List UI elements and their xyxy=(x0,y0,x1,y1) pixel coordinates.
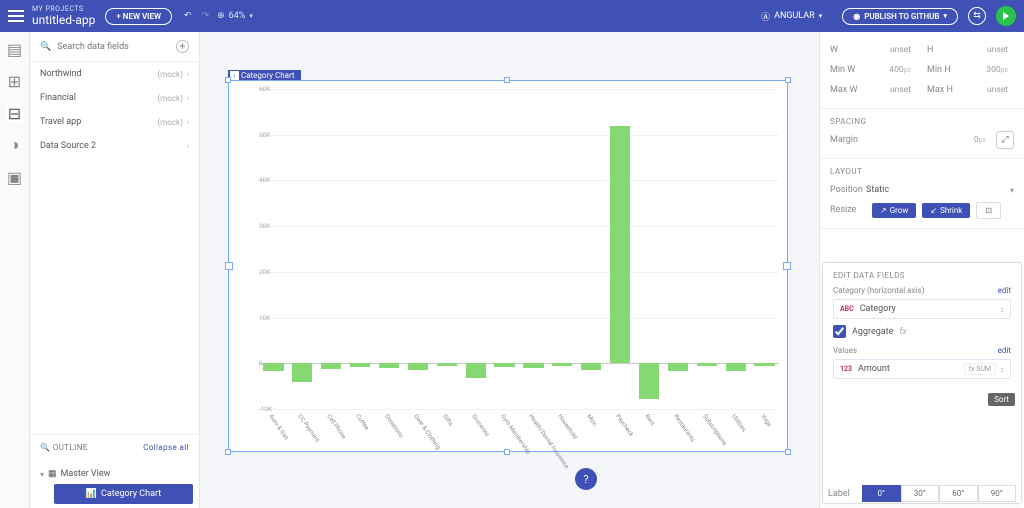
chevron-down-icon: ▾ xyxy=(819,12,823,20)
grow-button[interactable]: ↗ Grow xyxy=(872,203,916,218)
bar xyxy=(523,363,543,368)
parent-icon[interactable]: ↑ xyxy=(230,71,239,80)
bar xyxy=(466,363,486,378)
chart-icon: 📊 xyxy=(86,489,97,499)
zoom-icon: ⊕ xyxy=(217,11,225,21)
bar xyxy=(610,126,630,364)
rail-data-icon[interactable]: ⊟ xyxy=(6,104,24,122)
chevron-down-icon: ▾ xyxy=(1010,186,1014,195)
chart-component[interactable]: -10K010K20K30K40K50K60KAuto & GasCC Paym… xyxy=(228,80,788,452)
share-icon[interactable]: ⇆ xyxy=(968,7,986,25)
category-field[interactable]: ABC Category ↕ xyxy=(833,299,1011,319)
bar xyxy=(639,363,659,399)
framework-selector[interactable]: Ⓐ ANGULAR ▾ xyxy=(761,10,822,23)
help-button[interactable]: ? xyxy=(575,468,597,490)
margin-expand-icon[interactable]: ⤢ xyxy=(996,131,1014,149)
values-label: Values xyxy=(833,346,857,355)
rail-assets-icon[interactable]: ▣ xyxy=(6,168,24,186)
bar xyxy=(726,363,746,370)
chevron-down-icon: ▾ xyxy=(40,470,44,479)
chevron-down-icon: ▾ xyxy=(249,12,253,20)
spacing-title: SPACING xyxy=(830,117,1014,126)
bar xyxy=(697,363,717,366)
bar xyxy=(494,363,514,367)
rotation-button[interactable]: 60° xyxy=(939,485,978,502)
chevron-right-icon: › xyxy=(187,118,189,126)
bar xyxy=(379,363,399,368)
sort-icon[interactable]: ↕ xyxy=(1000,365,1004,374)
margin-label: Margin xyxy=(830,135,866,145)
layout-title: LAYOUT xyxy=(830,167,1014,176)
chevron-right-icon: › xyxy=(187,70,189,78)
search-input[interactable] xyxy=(57,42,176,52)
bar xyxy=(408,363,428,370)
category-axis-label: Category (horizontal axis) xyxy=(833,286,924,295)
bar xyxy=(552,363,572,366)
app-name: untitled-app xyxy=(32,13,95,27)
datasource-item[interactable]: Data Source 2› xyxy=(30,134,199,158)
datasource-item[interactable]: Northwind(mock)› xyxy=(30,62,199,86)
resize-label: Resize xyxy=(830,205,866,215)
chevron-down-icon: ▾ xyxy=(943,12,947,20)
publish-button[interactable]: ◉ PUBLISH TO GITHUB ▾ xyxy=(842,8,958,25)
edit-data-fields-panel: EDIT DATA FIELDS Category (horizontal ax… xyxy=(822,262,1022,504)
edit-category-link[interactable]: edit xyxy=(998,286,1011,295)
position-select[interactable]: Static xyxy=(866,185,1010,195)
fx-sum-badge[interactable]: fx SUM xyxy=(964,363,996,375)
position-label: Position xyxy=(830,185,866,195)
resize-more-button[interactable]: ⊡ xyxy=(976,202,1001,219)
bar xyxy=(321,363,341,368)
github-icon: ◉ xyxy=(853,12,860,21)
zoom-value: 64% xyxy=(229,11,246,21)
outline-icon: 🔍 xyxy=(40,443,50,452)
search-icon: 🔍 xyxy=(40,42,51,52)
shrink-button[interactable]: ↙ Shrink xyxy=(922,203,970,218)
sort-icon[interactable]: ↕ xyxy=(1000,305,1004,314)
bar xyxy=(437,363,457,366)
rail-views-icon[interactable]: ▤ xyxy=(6,40,24,58)
edit-values-link[interactable]: edit xyxy=(998,346,1011,355)
outline-label: OUTLINE xyxy=(53,443,88,452)
tree-root[interactable]: ▾ ▦ Master View xyxy=(36,464,193,484)
view-icon: ▦ xyxy=(48,469,57,479)
edit-fields-title: EDIT DATA FIELDS xyxy=(833,271,1011,280)
tree-selected[interactable]: 📊 Category Chart xyxy=(54,484,193,504)
rotation-button[interactable]: 90° xyxy=(978,485,1017,502)
bar xyxy=(292,363,312,382)
rotation-button[interactable]: 30° xyxy=(901,485,940,502)
menu-icon[interactable] xyxy=(8,8,24,24)
aggregate-label: Aggregate xyxy=(852,327,893,337)
bar xyxy=(263,363,283,370)
rotation-label: Label xyxy=(828,489,858,499)
chevron-right-icon: › xyxy=(187,142,189,150)
run-button[interactable] xyxy=(996,6,1016,26)
undo-icon[interactable]: ↶ xyxy=(184,11,192,21)
bar xyxy=(581,363,601,369)
collapse-all-link[interactable]: Collapse all xyxy=(143,443,189,452)
new-view-button[interactable]: + NEW VIEW xyxy=(105,8,172,25)
redo-icon[interactable]: ↷ xyxy=(202,11,210,21)
aggregate-checkbox[interactable] xyxy=(833,325,846,338)
values-field[interactable]: 123 Amount fx SUM ↕ xyxy=(833,359,1011,379)
chevron-right-icon: › xyxy=(187,94,189,102)
datasource-item[interactable]: Financial(mock)› xyxy=(30,86,199,110)
rail-components-icon[interactable]: ⊞ xyxy=(6,72,24,90)
zoom-control[interactable]: ⊕ 64% ▾ xyxy=(217,11,253,21)
project-title[interactable]: MY PROJECTS untitled-app xyxy=(32,5,95,27)
rail-theme-icon[interactable]: ◑ xyxy=(6,136,24,154)
angular-icon: Ⓐ xyxy=(761,10,770,23)
datasource-item[interactable]: Travel app(mock)› xyxy=(30,110,199,134)
bar xyxy=(350,363,370,367)
sort-tooltip: Sort xyxy=(988,393,1015,406)
project-label: MY PROJECTS xyxy=(32,5,95,13)
framework-label: ANGULAR xyxy=(774,11,815,21)
rotation-button[interactable]: 0° xyxy=(862,485,901,502)
bar xyxy=(754,363,774,365)
add-datasource-button[interactable]: + xyxy=(176,40,189,53)
bar xyxy=(668,363,688,371)
